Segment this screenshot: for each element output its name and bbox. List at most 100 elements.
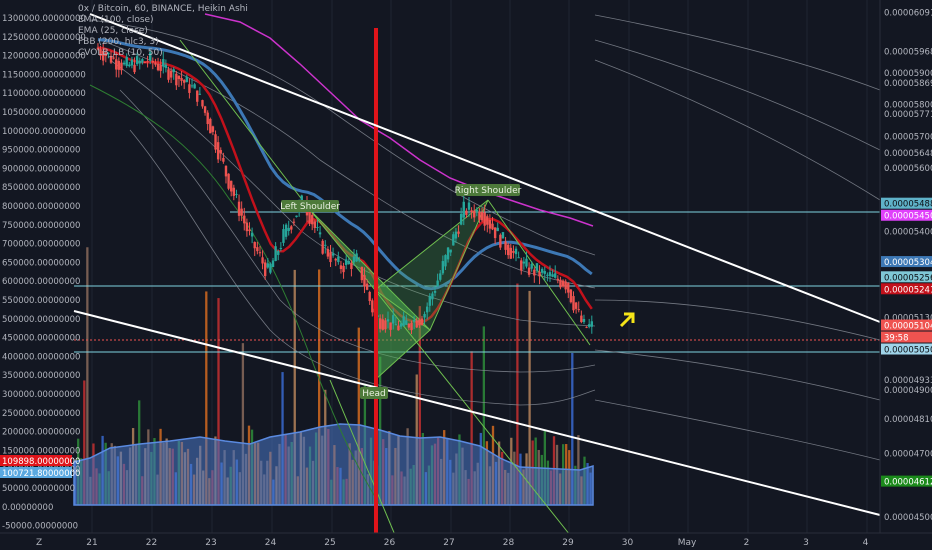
candle-body	[295, 215, 298, 218]
price-badge-label: 0.00005256	[884, 273, 932, 283]
time-tick-label: 2	[744, 538, 750, 548]
price-badge	[881, 343, 932, 355]
candle-body	[546, 274, 549, 276]
candle-body	[344, 259, 348, 265]
time-tick-label: 22	[146, 538, 157, 548]
price-badge-label: 39:58	[884, 334, 909, 344]
time-tick-label: 26	[384, 538, 396, 548]
legend-title: 0x / Bitcoin, 60, BINANCE, Heikin Ashi	[78, 4, 248, 14]
price-badge	[881, 197, 932, 209]
candle-body	[452, 234, 455, 246]
volume-tick-label: 500000.00000000	[2, 315, 80, 325]
candle-body	[467, 202, 471, 210]
time-axis[interactable]: 21 22 23 24 25 26 27 28 29 30 May 2 3 4	[86, 538, 868, 548]
ema100-line	[97, 38, 593, 291]
price-badge-label: 0.00004612	[884, 478, 932, 488]
fbb-bands	[89, 14, 881, 461]
candle-body	[577, 309, 580, 311]
candle-body	[394, 324, 398, 326]
candle-body	[580, 315, 583, 323]
volume-tick-label: 600000.00000000	[2, 277, 80, 287]
volume-tick-label: 900000.00000000	[2, 164, 80, 174]
cvol-area	[73, 423, 594, 506]
candle-body	[559, 279, 562, 288]
candle-body	[454, 231, 458, 239]
candle-body	[347, 261, 350, 265]
candle-body	[261, 257, 264, 264]
volume-bar	[543, 429, 546, 505]
candle-body	[365, 283, 369, 290]
candle-body	[337, 256, 340, 263]
candle-body	[582, 318, 586, 323]
volume-tick-label: 750000.00000000	[2, 221, 80, 231]
candle-body	[169, 70, 173, 78]
volume-tick-label: 300000.00000000	[2, 390, 80, 400]
time-tick-label: 25	[324, 538, 335, 548]
candle-body	[266, 263, 269, 268]
candle-body	[548, 272, 552, 276]
volume-tick-label: 1300000.00000000	[2, 14, 86, 24]
volume-tick-label: 550000.00000000	[2, 296, 80, 306]
corner-label[interactable]: Z	[36, 538, 42, 548]
volume-bar	[470, 351, 473, 505]
candle-body	[146, 61, 149, 63]
annotation-left-shoulder: Left Shoulder	[280, 200, 340, 212]
candle-body	[368, 291, 371, 302]
candle-body	[248, 229, 251, 232]
candle-body	[525, 258, 528, 267]
volume-tick-label: -50000.00000000	[2, 522, 78, 532]
price-tick-label: 0.00005648	[884, 149, 932, 159]
candle-body	[352, 256, 356, 263]
candle-body	[569, 289, 573, 303]
candle-body	[180, 77, 183, 81]
candle-body	[488, 219, 492, 229]
candle-body	[554, 273, 557, 278]
price-badge	[881, 475, 932, 487]
volume-bar	[86, 247, 89, 505]
candle-body	[201, 100, 204, 107]
candle-body	[177, 75, 181, 80]
candle-body	[397, 325, 400, 331]
candle-body	[339, 265, 343, 270]
price-axis[interactable]: 0.00006091 0.00005968 0.000059000.00005869…	[881, 8, 932, 523]
candle-body	[551, 274, 554, 277]
volume-tick-label: 1050000.00000000	[2, 108, 86, 118]
candle-body	[350, 263, 353, 270]
candle-body	[222, 157, 225, 162]
volume-bar	[293, 269, 296, 505]
price-badge-label: 0.00005241	[884, 285, 932, 295]
candle-body	[384, 320, 387, 330]
candle-body	[334, 258, 337, 261]
candle-body	[402, 316, 405, 326]
price-tick-label: 0.00005800	[884, 101, 932, 111]
candle-body	[253, 242, 256, 249]
candle-body	[308, 208, 311, 224]
candle-body	[572, 296, 575, 311]
candle-body	[211, 126, 215, 132]
candle-body	[125, 56, 128, 66]
price-tick-label: 0.00005600	[884, 164, 932, 174]
candle-body	[449, 249, 452, 253]
candle-body	[159, 65, 162, 71]
candle-body	[237, 201, 241, 216]
candle-body	[483, 212, 486, 226]
price-tick-label: 0.00004500	[884, 513, 932, 523]
annotation-head: Head	[360, 387, 388, 399]
price-tick-label: 0.00005968	[884, 47, 932, 57]
candle-body	[363, 275, 366, 287]
candle-body	[258, 252, 262, 254]
candle-body	[441, 261, 445, 274]
price-badge	[881, 271, 932, 283]
candle-body	[243, 215, 246, 224]
candle-body	[535, 263, 539, 271]
candle-body	[209, 118, 212, 134]
candle-body	[538, 271, 541, 277]
legend-cvol: CVOLB_LB (10, 50)	[78, 48, 163, 58]
candle-body	[235, 193, 238, 195]
volume-tick-label: 700000.00000000	[2, 240, 80, 250]
trend-lines	[73, 13, 881, 516]
candle-body	[109, 55, 113, 63]
candle-body	[446, 247, 450, 260]
candle-body	[311, 214, 314, 225]
